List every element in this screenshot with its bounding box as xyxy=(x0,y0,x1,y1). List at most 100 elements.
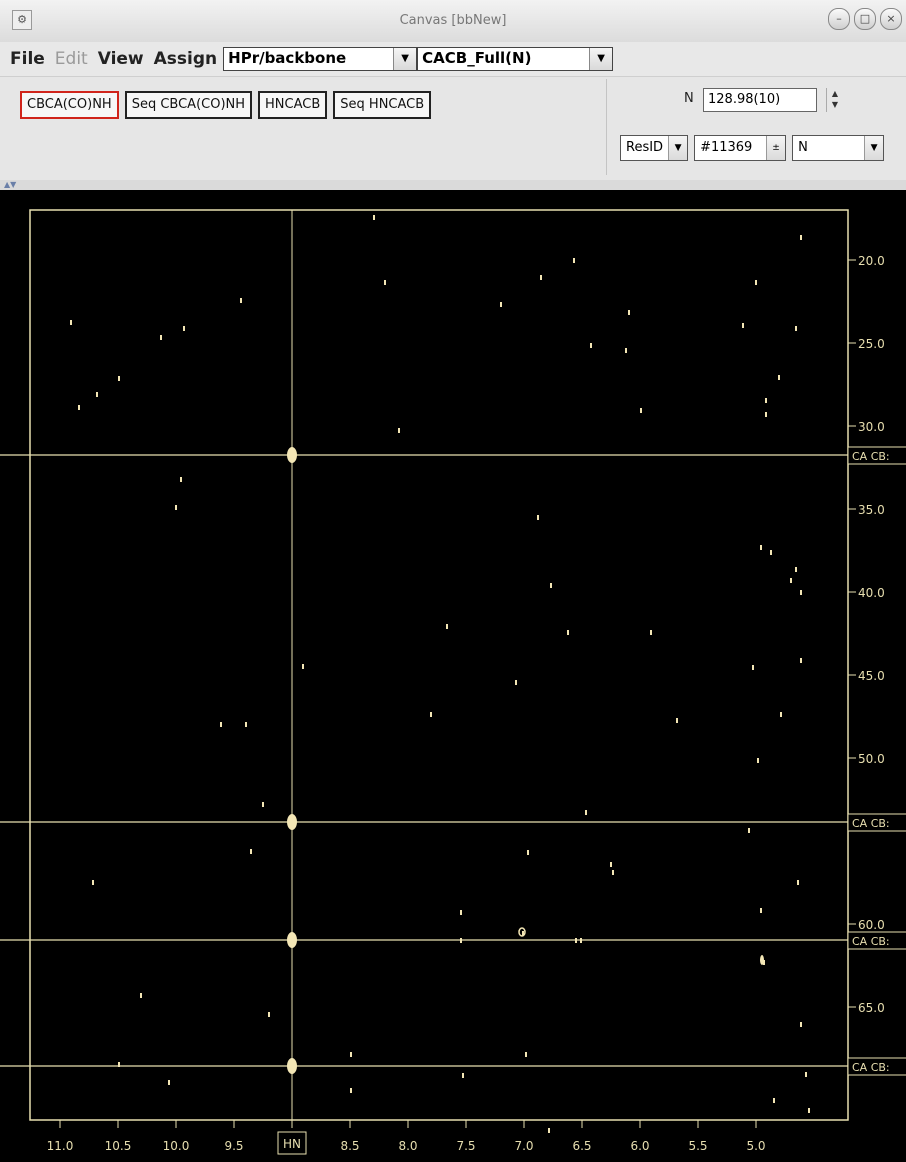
x-tick-label: 6.5 xyxy=(572,1139,591,1153)
peak-dot xyxy=(760,545,762,550)
peak-dot xyxy=(180,477,182,482)
peak-dot xyxy=(537,515,539,520)
window-title: Canvas [bbNew] xyxy=(0,13,906,28)
peak-dot xyxy=(70,320,72,325)
peak-dot xyxy=(742,323,744,328)
peak-dot xyxy=(350,1088,352,1093)
spectrum-button-row: CBCA(CO)NH Seq CBCA(CO)NH HNCACB Seq HNC… xyxy=(20,91,431,119)
peak-dot xyxy=(585,810,587,815)
peak-dot xyxy=(398,428,400,433)
peak-dot xyxy=(118,376,120,381)
peak-dot xyxy=(567,630,569,635)
chevron-down-icon[interactable]: ▼ xyxy=(589,48,612,70)
peak-dot xyxy=(795,567,797,572)
panel-collapse-handle[interactable]: ▲▼ xyxy=(0,180,906,190)
menu-file[interactable]: File xyxy=(10,49,45,69)
peak-dot xyxy=(384,280,386,285)
x-tick-label: 5.0 xyxy=(746,1139,765,1153)
peak-dot xyxy=(755,280,757,285)
peak-dot xyxy=(778,375,780,380)
spectrum-select[interactable]: CACB_Full(N) ▼ xyxy=(417,47,613,71)
peak-dot xyxy=(650,630,652,635)
n-value-field[interactable]: 128.98(10) xyxy=(703,88,817,112)
seq-cbcaconh-button[interactable]: Seq CBCA(CO)NH xyxy=(125,91,252,119)
menu-edit[interactable]: Edit xyxy=(55,49,88,69)
y-tick-label: 25.0 xyxy=(858,337,885,351)
hncacb-button[interactable]: HNCACB xyxy=(258,91,327,119)
peak-dot xyxy=(240,298,242,303)
peak-dot xyxy=(160,335,162,340)
peak-dot xyxy=(800,590,802,595)
peak-dot xyxy=(780,712,782,717)
chevron-down-icon[interactable]: ▼ xyxy=(864,136,883,160)
resid-value: #11369 xyxy=(695,136,766,160)
strip-marker-label: CA CB: xyxy=(852,1061,890,1074)
seq-hncacb-button[interactable]: Seq HNCACB xyxy=(333,91,431,119)
y-tick-label: 50.0 xyxy=(858,752,885,766)
peak-dot xyxy=(550,583,552,588)
peak-dot xyxy=(612,870,614,875)
y-tick-label: 20.0 xyxy=(858,254,885,268)
decrement-icon[interactable]: ▼ xyxy=(827,99,843,110)
strip-markers: CA CB: CA CB: CA CB: CA CB: xyxy=(0,210,906,1120)
menu-view[interactable]: View xyxy=(98,49,144,69)
n-label: N xyxy=(684,91,694,106)
spectrum-plot[interactable]: 20.0 25.0 30.0 35.0 40.0 45.0 50.0 60.0 65.0 11.… xyxy=(0,190,906,1158)
maximize-icon[interactable]: □ xyxy=(854,8,876,30)
peak-dot xyxy=(808,1108,810,1113)
menu-assign[interactable]: Assign xyxy=(154,49,218,69)
cbcaconh-button[interactable]: CBCA(CO)NH xyxy=(20,91,119,119)
x-tick-label: 7.5 xyxy=(456,1139,475,1153)
window-titlebar: ⚙ Canvas [bbNew] – □ × xyxy=(0,0,906,43)
close-icon[interactable]: × xyxy=(880,8,902,30)
peak-dot xyxy=(625,348,627,353)
atom-value: N xyxy=(793,136,864,160)
chevron-down-icon[interactable]: ▼ xyxy=(393,48,416,70)
assigned-peak xyxy=(287,932,297,948)
peak-dot xyxy=(590,343,592,348)
peak-dot xyxy=(220,722,222,727)
peak-dot xyxy=(183,326,185,331)
atom-select[interactable]: N ▼ xyxy=(792,135,884,161)
y-tick-label: 60.0 xyxy=(858,918,885,932)
y-tick-label: 30.0 xyxy=(858,420,885,434)
peak-dot xyxy=(640,408,642,413)
window-controls: – □ × xyxy=(828,8,902,30)
strip-marker-label: CA CB: xyxy=(852,935,890,948)
peak-dot xyxy=(765,398,767,403)
project-select[interactable]: HPr/backbone ▼ xyxy=(223,47,417,71)
menu-bar: File Edit View Assign HPr/backbone ▼ CAC… xyxy=(0,42,906,76)
peak-dot xyxy=(462,1073,464,1078)
peak-dot xyxy=(676,718,678,723)
x-axis: 11.0 10.5 10.0 9.5 8.5 8.0 7.5 7.0 6.5 6.0 5.5 5.0H… xyxy=(47,1120,766,1154)
resid-type-value: ResID xyxy=(621,136,668,160)
peak-dot xyxy=(78,405,80,410)
assigned-peak xyxy=(287,447,297,463)
resid-type-select[interactable]: ResID ▼ xyxy=(620,135,688,161)
x-axis-label: HN xyxy=(283,1137,301,1151)
y-tick-label: 65.0 xyxy=(858,1001,885,1015)
peak-dot xyxy=(760,908,762,913)
y-axis: 20.0 25.0 30.0 35.0 40.0 45.0 50.0 60.0 65.0 xyxy=(848,254,885,1015)
peak-dot xyxy=(250,849,252,854)
peak-dot xyxy=(800,658,802,663)
peak-dot xyxy=(760,955,764,965)
y-tick-label: 35.0 xyxy=(858,503,885,517)
peak-dot xyxy=(800,1022,802,1027)
increment-icon[interactable]: ▲ xyxy=(827,88,843,99)
peak-dot xyxy=(500,302,502,307)
x-tick-label: 8.0 xyxy=(398,1139,417,1153)
peak-dot xyxy=(262,802,264,807)
y-tick-label: 40.0 xyxy=(858,586,885,600)
x-tick-label: 10.0 xyxy=(163,1139,190,1153)
chevron-down-icon[interactable]: ▼ xyxy=(668,136,687,160)
resid-stepper[interactable]: ± xyxy=(766,136,785,160)
resid-value-field[interactable]: #11369 ± xyxy=(694,135,786,161)
spectrum-canvas[interactable]: 20.0 25.0 30.0 35.0 40.0 45.0 50.0 60.0 65.0 11.… xyxy=(0,190,906,1158)
n-stepper[interactable]: ▲ ▼ xyxy=(826,88,843,112)
assigned-peak xyxy=(287,1058,297,1074)
peak-dot xyxy=(460,938,462,943)
x-tick-label: 10.5 xyxy=(105,1139,132,1153)
minimize-icon[interactable]: – xyxy=(828,8,850,30)
peak-dot xyxy=(765,412,767,417)
